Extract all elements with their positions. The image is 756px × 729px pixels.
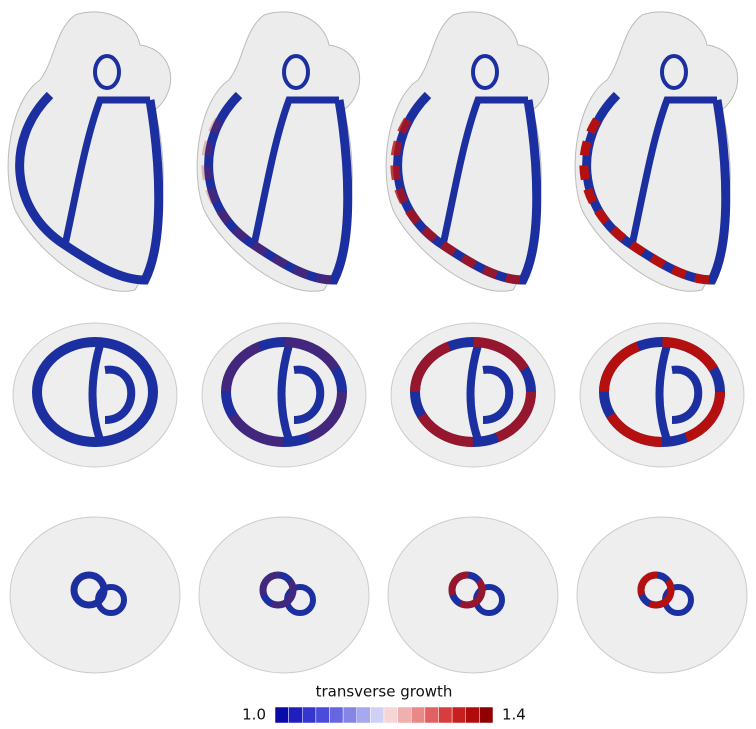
colorbar-step <box>411 707 425 723</box>
panel-column <box>197 12 369 673</box>
panels <box>8 12 747 673</box>
heart-outline <box>197 12 360 291</box>
heart-outline <box>386 12 549 291</box>
colorbar-step <box>357 707 371 723</box>
heart-outline <box>575 12 738 291</box>
ghost-outline <box>388 517 558 673</box>
colorbar-step <box>370 707 384 723</box>
colorbar-step <box>398 707 412 723</box>
colorbar-step <box>275 707 289 723</box>
ghost-outline <box>199 517 369 673</box>
colorbar-step <box>302 707 316 723</box>
figure: transverse growth 1.0 1.4 <box>0 0 756 729</box>
colorbar-title: transverse growth <box>316 683 453 701</box>
colorbar <box>275 707 493 723</box>
panel-column <box>386 12 558 673</box>
colorbar-step <box>452 707 466 723</box>
page: transverse growth 1.0 1.4 (() => { const… <box>0 0 756 729</box>
ghost-outline <box>10 517 180 673</box>
colorbar-max-label: 1.4 <box>502 706 526 724</box>
colorbar-step <box>343 707 357 723</box>
colorbar-step <box>425 707 439 723</box>
colorbar-step <box>439 707 453 723</box>
colorbar-step <box>466 707 480 723</box>
colorbar-step <box>289 707 303 723</box>
panel-column <box>575 12 747 673</box>
colorbar-step <box>316 707 330 723</box>
colorbar-step <box>479 707 493 723</box>
colorbar-min-label: 1.0 <box>242 706 266 724</box>
panel-column <box>8 12 180 673</box>
colorbar-step <box>384 707 398 723</box>
heart-outline <box>8 12 171 291</box>
colorbar-step <box>330 707 344 723</box>
ghost-outline <box>577 517 747 673</box>
